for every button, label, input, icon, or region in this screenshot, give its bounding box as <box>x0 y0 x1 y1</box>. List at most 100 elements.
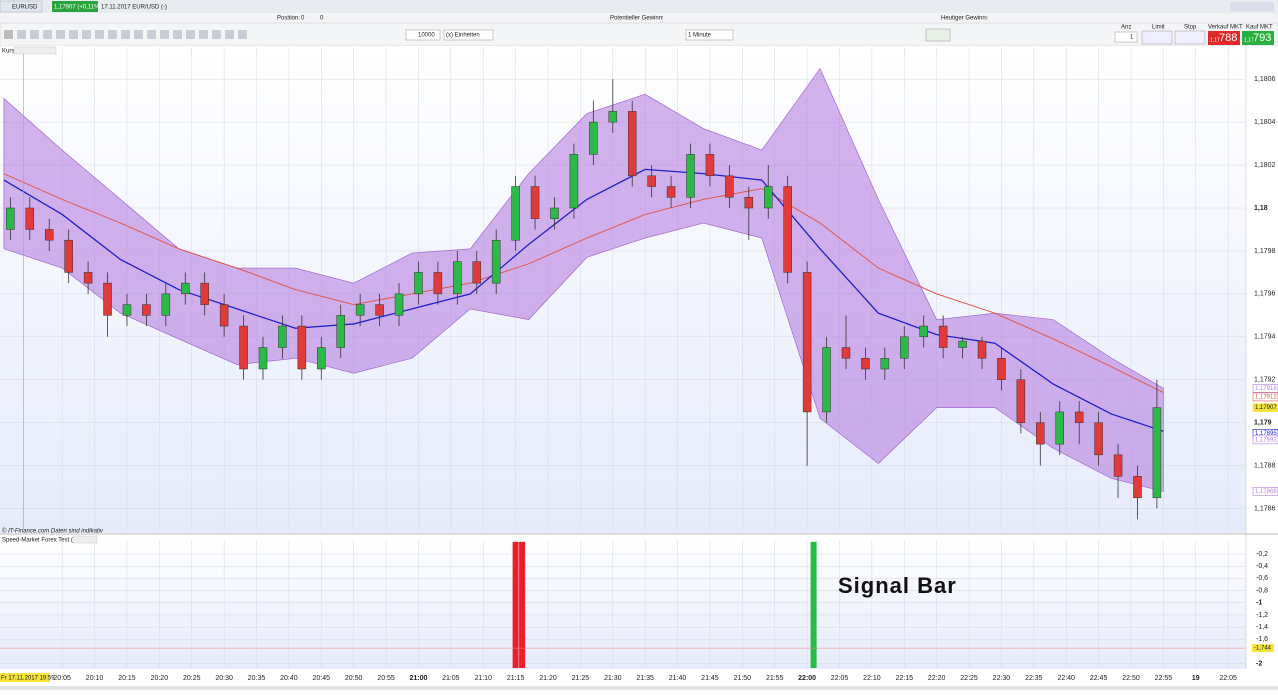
price-label-box <box>1252 403 1278 412</box>
last-value-box <box>1252 644 1274 653</box>
x-tick-label: 20:15 <box>118 675 136 682</box>
unit-select[interactable] <box>443 29 494 41</box>
panel-buttons[interactable] <box>13 46 57 55</box>
buy-label: Kauf MKT <box>1246 25 1273 31</box>
tool-icon[interactable] <box>225 30 234 39</box>
tool-icon[interactable] <box>121 30 130 39</box>
y-tick-label: 1,1796 <box>1254 291 1276 298</box>
x-tick-label: 20:30 <box>215 675 233 682</box>
candle-body <box>297 325 307 370</box>
limit-button[interactable] <box>1141 30 1173 45</box>
tool-icon[interactable] <box>147 30 156 39</box>
x-tick-label: 22:30 <box>993 675 1011 682</box>
tool-icon[interactable] <box>95 30 104 39</box>
tool-icon[interactable] <box>82 30 91 39</box>
candle-body <box>919 325 928 338</box>
candle-body <box>763 186 773 209</box>
quote-box <box>52 1 98 12</box>
candle-body <box>181 282 190 295</box>
symbol-box[interactable] <box>0 0 43 13</box>
tool-icon[interactable] <box>17 30 26 39</box>
quote: 1,17907 (+0,11%) <box>54 5 101 11</box>
candle-body <box>841 347 851 359</box>
x-tick-label: 22:05 <box>1219 675 1237 682</box>
tool-icon[interactable] <box>160 30 169 39</box>
stop-button[interactable] <box>1174 30 1206 45</box>
x-tick-label: 22:20 <box>928 675 946 682</box>
unit: (x) Einheiten <box>446 33 480 39</box>
candle-body <box>1152 407 1162 499</box>
y-tick-label: -2 <box>1256 661 1262 668</box>
candle-body <box>666 186 676 198</box>
window-controls[interactable] <box>1230 2 1274 11</box>
price-label: 1,17907 <box>1255 405 1277 411</box>
y-tick-label: -0,2 <box>1256 551 1268 558</box>
x-tick-label: 22:55 <box>1155 675 1173 682</box>
price-label: 1,17868 <box>1255 489 1277 495</box>
tool-icon[interactable] <box>134 30 143 39</box>
x-tick-label: 19 <box>1192 675 1200 682</box>
x-tick-label: 20:50 <box>345 675 363 682</box>
candle-body <box>511 186 520 241</box>
sell-button[interactable] <box>1208 31 1240 45</box>
indicator-panel <box>0 536 1246 669</box>
x-tick-label: 22:40 <box>1057 675 1075 682</box>
position-label: Position: <box>277 16 300 22</box>
x-tick-label: 22:05 <box>831 675 849 682</box>
status-row <box>0 13 1278 23</box>
y-tick-label: -0,6 <box>1256 575 1268 582</box>
quantity-input[interactable] <box>405 29 441 41</box>
tool-icon[interactable] <box>69 30 78 39</box>
today-label: Heutiger Gewinn: <box>941 16 988 22</box>
candle-body <box>1016 379 1026 423</box>
buy-button[interactable] <box>1242 31 1274 45</box>
candle-body <box>627 111 637 177</box>
scrollbar[interactable] <box>0 686 1278 690</box>
annotation: Signal Bar <box>838 573 957 598</box>
candle-body <box>375 304 384 316</box>
plot: 1,1806 1,1804 1,1802 1,18 1,1798 1,1796 1,1794… <box>0 47 1278 682</box>
candle-body <box>83 272 93 284</box>
y-tick-label: 1,1794 <box>1254 334 1276 341</box>
x-tick-label: 21:00 <box>410 675 428 682</box>
tool-icon[interactable] <box>173 30 182 39</box>
tool-icon[interactable] <box>30 30 39 39</box>
title-bar <box>0 0 1278 13</box>
tool-icon[interactable] <box>4 30 13 39</box>
chart-type-button[interactable] <box>925 28 951 42</box>
x-tick-label: 20:35 <box>248 675 266 682</box>
y-tick-label: 1,1792 <box>1254 377 1276 384</box>
tool-icon[interactable] <box>186 30 195 39</box>
candle-body <box>122 304 132 316</box>
tool-icon[interactable] <box>199 30 208 39</box>
candle-body <box>686 154 695 198</box>
candle-body <box>900 336 909 359</box>
tool-icon[interactable] <box>212 30 221 39</box>
candle-body <box>977 340 987 359</box>
tool-icon[interactable] <box>56 30 65 39</box>
tool-icon[interactable] <box>108 30 117 39</box>
candle-body <box>6 207 15 230</box>
potential-value: - <box>661 16 663 22</box>
candle-body <box>997 358 1006 380</box>
indicator-buttons[interactable] <box>72 535 98 544</box>
buy-price: 793 <box>1253 32 1271 44</box>
candle-body <box>1036 422 1045 445</box>
candle-body <box>1094 422 1103 456</box>
x-tick-label: 21:35 <box>636 675 654 682</box>
x-tick-label: 22:00 <box>798 675 816 682</box>
x-tick-label: 20:05 <box>53 675 71 682</box>
anz-input[interactable] <box>1114 31 1138 43</box>
y-tick-label: 1,1798 <box>1254 248 1276 255</box>
anz-value: 1 <box>1130 35 1134 41</box>
candle-body <box>822 347 831 413</box>
interval-select[interactable] <box>685 29 734 41</box>
tool-icon[interactable] <box>43 30 52 39</box>
tool-icon[interactable] <box>238 30 247 39</box>
y-tick-label: -1,4 <box>1256 624 1268 631</box>
anz-label: Anz <box>1121 25 1131 31</box>
candle-body <box>608 111 618 123</box>
x-tick-label: 22:10 <box>863 675 881 682</box>
y-tick-label: -0,4 <box>1256 563 1268 570</box>
